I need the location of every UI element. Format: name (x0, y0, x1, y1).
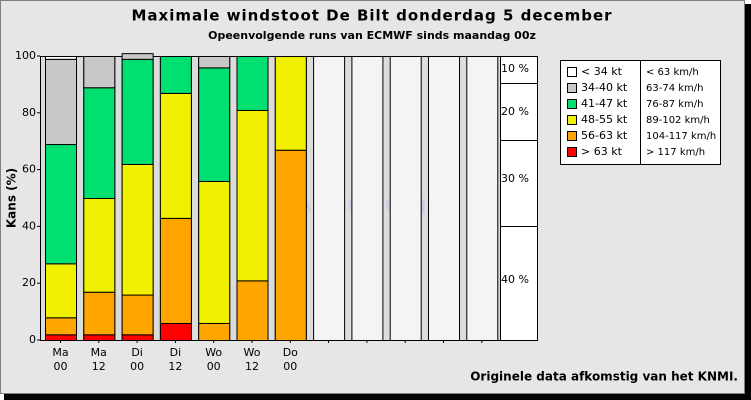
x-tick-label-line: Wo (244, 346, 261, 359)
x-tick-label-line: Ma (52, 346, 68, 359)
chart-title: Maximale windstoot De Bilt donderdag 5 d… (131, 7, 612, 25)
legend-swatch (567, 83, 577, 93)
bar-segment (121, 58, 154, 165)
bar-segment (198, 67, 231, 182)
bar-segment (83, 198, 116, 293)
legend-label-kmh: 104-117 km/h (646, 131, 716, 142)
side-label: 30 % (501, 172, 529, 185)
x-tick-label-line: 00 (283, 360, 297, 373)
legend-swatch (567, 67, 577, 77)
side-label: 40 % (501, 273, 529, 286)
bar-segment (159, 217, 192, 324)
x-tick-label-line: Di (131, 346, 143, 359)
x-tick-label: Wo 12 (244, 346, 261, 373)
bar-slot (313, 56, 346, 341)
legend-label: > 63 kt (581, 145, 623, 158)
x-tick-label-line: 00 (207, 360, 221, 373)
legend-label-kmh: > 117 km/h (646, 147, 705, 158)
legend-label: < 34 kt (581, 65, 623, 78)
bar-slot (466, 56, 499, 341)
y-tick-label: 100 (15, 49, 36, 62)
bar-segment (45, 58, 77, 146)
legend-swatch (567, 115, 577, 125)
bar-segment (274, 149, 307, 341)
x-tick-label-line: 12 (168, 360, 182, 373)
legend-swatch (567, 147, 577, 157)
bar-segment (83, 291, 116, 336)
legend-label-kmh: < 63 km/h (646, 67, 699, 78)
legend-label: 34-40 kt (581, 81, 628, 94)
bar-segment (121, 294, 154, 336)
legend-label: 41-47 kt (581, 97, 628, 110)
bar-segment (159, 56, 192, 94)
side-label: 20 % (501, 105, 529, 118)
bar-segment (198, 180, 231, 324)
x-tick-label-line: Di (170, 346, 182, 359)
legend-swatch (567, 131, 577, 141)
bar-segment (45, 56, 77, 60)
x-tick-label-line: Ma (91, 346, 107, 359)
bar-segment (236, 56, 269, 111)
x-tick-label-line: Do (283, 346, 298, 359)
bar-slot (351, 56, 384, 341)
bar-segment (159, 322, 192, 341)
legend-swatch (567, 99, 577, 109)
bar-segment (236, 280, 269, 341)
legend-label-kmh: 89-102 km/h (646, 115, 710, 126)
x-tick-label: Di 00 (130, 346, 144, 373)
x-tick-label: Wo 00 (205, 346, 222, 373)
x-tick-label: Do 00 (283, 346, 298, 373)
x-tick-label-line: 12 (92, 360, 106, 373)
legend-label-kmh: 63-74 km/h (646, 83, 703, 94)
bar-segment (198, 56, 231, 69)
y-tick-label: 0 (29, 333, 36, 346)
bar-segment (83, 87, 116, 199)
bar-slot (389, 56, 422, 341)
bar-segment (83, 334, 116, 342)
bar-segment (45, 144, 77, 265)
bar-segment (121, 163, 154, 296)
bar-segment (83, 56, 116, 89)
bar-segment (121, 53, 154, 60)
bar-segment (121, 334, 154, 342)
legend-label: 56-63 kt (581, 129, 628, 142)
bar-segment (236, 109, 269, 282)
bar-segment (198, 322, 231, 341)
y-axis-label: Kans (%) (5, 168, 19, 228)
bar-slot (428, 56, 460, 341)
side-column (500, 56, 538, 341)
x-tick-label-line: 00 (130, 360, 144, 373)
y-tick-label: 80 (22, 106, 36, 119)
bar-segment (45, 334, 77, 342)
bar-segment (45, 263, 77, 319)
legend-label-kmh: 76-87 km/h (646, 99, 703, 110)
x-tick-label: Di 12 (168, 346, 182, 373)
legend-label: 48-55 kt (581, 113, 628, 126)
x-tick-label-line: Wo (205, 346, 222, 359)
y-tick-label: 40 (22, 219, 36, 232)
x-tick-label: Ma 00 (52, 346, 68, 373)
bar-segment (45, 317, 77, 336)
x-tick-label: Ma 12 (91, 346, 107, 373)
y-tick-label: 60 (22, 163, 36, 176)
bar-segment (159, 92, 192, 219)
side-label: 10 % (501, 62, 529, 75)
x-tick-label-line: 12 (245, 360, 259, 373)
y-tick-label: 20 (22, 276, 36, 289)
footer: Originele data afkomstig van het KNMI. (470, 370, 738, 384)
chart-subtitle: Opeenvolgende runs van ECMWF sinds maand… (208, 29, 536, 42)
x-tick-label-line: 00 (54, 360, 68, 373)
bar-segment (274, 56, 307, 151)
